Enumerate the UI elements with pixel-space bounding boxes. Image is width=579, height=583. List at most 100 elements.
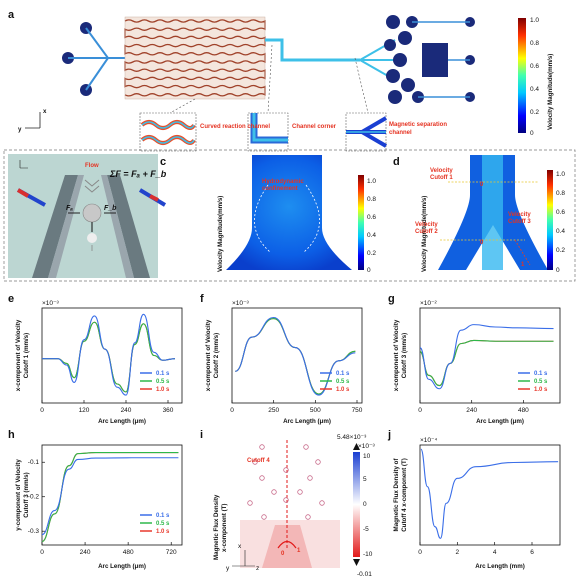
x-axis-label: Arc Length (μm): [98, 563, 146, 570]
panel-label-g: g: [388, 293, 395, 305]
magnetic-particle: [259, 475, 265, 481]
panel-label-c: c: [160, 156, 166, 168]
y-exponent: ×10⁻²: [420, 300, 437, 307]
panel-d-cutoff1-a: Velocity: [430, 168, 453, 174]
legend-label: 1.0 s: [156, 387, 170, 393]
x-tick-label: 0: [418, 549, 422, 556]
svg-text:0.4: 0.4: [530, 86, 539, 93]
svg-text:0.6: 0.6: [556, 209, 565, 216]
magnetic-particle: [252, 459, 258, 465]
plot-frame: [419, 307, 561, 404]
colorbar-i-max-arrow: [353, 443, 360, 450]
x-axis-label: Arc Length (μm): [283, 418, 331, 425]
y-axis-label: Magnetic Flux Density of: [393, 458, 400, 532]
panel-label-d: d: [393, 156, 400, 168]
svg-text:1.0: 1.0: [556, 171, 565, 178]
panel-label-f: f: [200, 293, 204, 305]
svg-text:0.8: 0.8: [367, 196, 376, 203]
magnetic-particle: [297, 489, 303, 495]
colorbar-d: [547, 170, 553, 270]
svg-text:0.2: 0.2: [530, 109, 539, 116]
panel-d-cutoff1-b: Cutoff 1: [430, 175, 453, 181]
chart-h: 0 240 480 720 -0.1 -0.2 -0.3 Arc Length (μm) y-c…: [15, 444, 183, 570]
y-axis-label-2: Cutoff 1 (mm/s): [23, 333, 30, 378]
panel-i-axes: [232, 550, 255, 567]
panel-b-fb: F_b: [104, 205, 117, 212]
svg-text:0: 0: [367, 267, 371, 274]
panel-b-flow-label: Flow: [85, 163, 99, 169]
x-tick-label: 720: [166, 549, 177, 556]
y-axis-label: x-component of Velocity: [393, 319, 400, 391]
svg-text:-5: -5: [363, 526, 369, 533]
panel-c-ylabel: Velocity Magnitude(mm/s): [217, 196, 224, 272]
plot-frame: [419, 444, 561, 546]
legend-label: 0.1 s: [156, 513, 170, 519]
plot-frame: [41, 444, 183, 546]
y-tick-label: -0.1: [28, 459, 40, 466]
panel-d-cutoff2-a: Velocity: [415, 222, 438, 228]
x-tick-label: 480: [123, 549, 134, 556]
panel-a-device-schematic: [25, 15, 475, 152]
panel-i-particles: [247, 444, 325, 520]
colorbar-d-ticks: 1.0 0.8 0.6 0.4 0.2 0: [556, 171, 565, 274]
legend-label: 1.0 s: [336, 387, 350, 393]
panel-c-annotation-2: confinement: [262, 186, 298, 192]
x-tick-label: 250: [268, 407, 279, 414]
panel-label-j: j: [387, 429, 391, 441]
colorbar-i-min-arrow: [353, 559, 360, 566]
colorbar-i-exp: ×10⁻³: [358, 443, 375, 450]
svg-text:0.6: 0.6: [367, 214, 376, 221]
colorbar-i-min: -0.01: [357, 571, 372, 578]
series-line: [42, 313, 176, 396]
panel-b-formula: ΣF = Fₐ + F_b: [109, 169, 167, 179]
svg-text:0.2: 0.2: [556, 247, 565, 254]
svg-text:1.0: 1.0: [367, 178, 376, 185]
colorbar-c-ticks: 1.0 0.8 0.6 0.4 0.2 0: [367, 178, 376, 274]
y-axis-label: x-component of Velocity: [15, 319, 22, 391]
panel-d-mark-0a: 0: [480, 182, 484, 188]
series-line: [41, 452, 179, 543]
magnetic-particle: [259, 444, 265, 450]
panel-i-cutoff: Cutoff 4: [247, 458, 270, 464]
x-tick-label: 500: [310, 407, 321, 414]
y-tick-label: -0.3: [28, 528, 40, 535]
legend-label: 0.5 s: [156, 379, 170, 385]
panel-i-mark-1: 1: [297, 548, 301, 554]
legend-label: 1.0 s: [534, 387, 548, 393]
svg-text:0: 0: [363, 501, 367, 508]
x-tick-label: 120: [79, 407, 90, 414]
inset-label-magnetic: Magnetic separation: [389, 122, 447, 128]
magnetic-particle: [315, 459, 321, 465]
magnetic-particle: [319, 500, 325, 506]
panel-d-mark-1: 1: [521, 262, 525, 268]
panel-d-ylabel: Velocity Magnitude(mm/s): [421, 196, 428, 272]
magnetic-particle: [305, 514, 311, 520]
legend-label: 0.1 s: [534, 371, 548, 377]
x-tick-label: 2: [456, 549, 460, 556]
x-axis-label: Arc Length (μm): [98, 418, 146, 425]
svg-text:0.8: 0.8: [530, 40, 539, 47]
series-line: [420, 448, 559, 539]
x-tick-label: 480: [518, 407, 529, 414]
y-axis-label-2: Cutoff 3 (mm/s): [401, 333, 408, 378]
magnetic-particle: [247, 500, 253, 506]
panel-a-axis-y: y: [18, 126, 22, 133]
colorbar-c: [358, 175, 364, 270]
y-axis-label: y-component of Velocity: [15, 459, 22, 531]
x-tick-label: 0: [40, 549, 44, 556]
x-tick-label: 360: [163, 407, 174, 414]
legend-label: 1.0 s: [156, 529, 170, 535]
panel-c-field: [226, 155, 352, 270]
series-line: [419, 324, 554, 390]
panels-bcd-frame: [3, 149, 576, 282]
svg-text:10: 10: [363, 453, 371, 460]
panel-i-ylabel-1: Magnetic Flux Density: [213, 494, 220, 560]
series-line: [41, 457, 179, 536]
magnetic-particle: [261, 514, 267, 520]
panel-i-ylabel-2: x-component (T): [221, 504, 228, 552]
panel-label-a: a: [8, 9, 15, 21]
x-tick-label: 240: [121, 407, 132, 414]
colorbar-a-title: Velocity Magnitude(mm/s): [547, 54, 554, 130]
svg-text:1.0: 1.0: [530, 17, 539, 24]
